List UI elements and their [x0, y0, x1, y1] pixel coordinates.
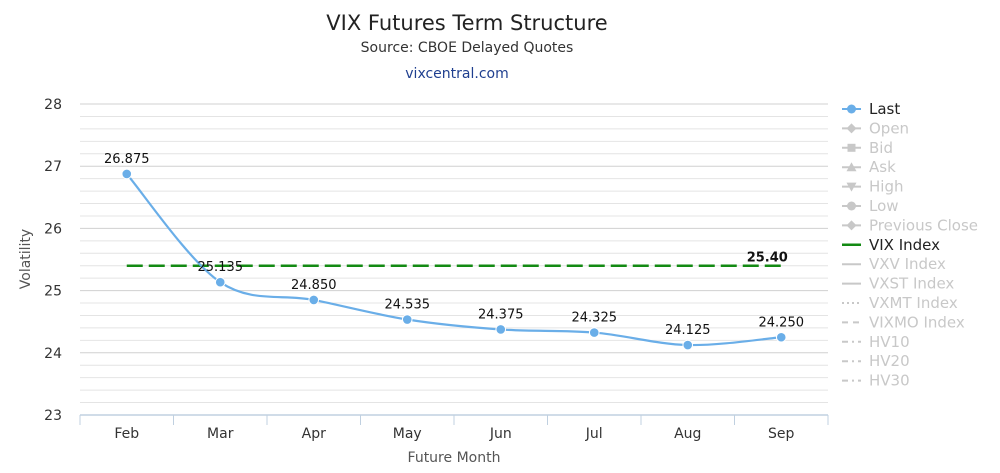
legend-item-vixmo-index[interactable]: VIXMO Index: [842, 313, 965, 331]
legend-triangle-marker: [846, 162, 857, 172]
legend-label: Last: [869, 100, 900, 118]
last-data-point[interactable]: [121, 168, 133, 180]
last-data-label: 24.250: [759, 315, 805, 330]
legend-item-previous-close[interactable]: Previous Close: [842, 216, 978, 234]
y-tick-label: 26: [44, 221, 62, 237]
legend-label: Previous Close: [869, 216, 978, 234]
legend-item-last[interactable]: Last: [842, 100, 900, 118]
legend-item-hv30[interactable]: HV30: [842, 372, 910, 390]
legend-label: VIXMO Index: [869, 313, 965, 331]
last-data-point[interactable]: [214, 276, 226, 288]
credit-link[interactable]: vixcentral.com: [405, 66, 508, 82]
last-data-label: 24.850: [291, 278, 337, 293]
vix-index-label: 25.40: [747, 251, 788, 266]
legend-item-low[interactable]: Low: [842, 197, 899, 215]
legend-item-open[interactable]: Open: [842, 119, 909, 137]
legend-circle-marker: [847, 201, 856, 211]
legend-square-marker: [847, 143, 856, 152]
last-data-point[interactable]: [775, 331, 787, 343]
y-tick-label: 23: [44, 408, 62, 424]
legend-label: VXV Index: [869, 255, 946, 273]
x-tick-label: Sep: [768, 426, 795, 442]
legend-label: High: [869, 178, 903, 196]
y-tick-label: 24: [44, 346, 62, 362]
y-axis-title: Volatility: [18, 229, 34, 289]
last-data-label: 24.325: [572, 311, 618, 326]
legend-label: Bid: [869, 139, 893, 157]
legend-label: HV10: [869, 333, 910, 351]
legend-label: VXMT Index: [869, 294, 958, 312]
legend-item-hv20[interactable]: HV20: [842, 352, 910, 370]
grid-lines: [80, 103, 828, 416]
legend-diamond-marker: [846, 220, 857, 231]
x-tick-label: Mar: [207, 426, 234, 442]
last-series: 26.875 25.135 24.850 24.535 24.375 24.325 24.1…: [104, 152, 805, 351]
legend-label: HV20: [869, 352, 910, 370]
legend-circle-marker: [847, 104, 856, 114]
x-tick-label: May: [393, 426, 422, 442]
legend-item-vxv-index[interactable]: VXV Index: [842, 255, 946, 273]
legend-triangle-down-marker: [846, 182, 857, 192]
x-tick-label: Feb: [114, 426, 139, 442]
legend-label: VXST Index: [869, 275, 954, 293]
legend-item-ask[interactable]: Ask: [842, 158, 896, 176]
x-tick-label: Apr: [302, 426, 326, 442]
legend-label: Ask: [869, 158, 896, 176]
last-data-label: 24.125: [665, 323, 711, 338]
y-tick-label: 28: [44, 97, 62, 113]
chart-title: VIX Futures Term Structure: [326, 11, 607, 35]
last-data-label: 24.375: [478, 307, 524, 322]
y-tick-label: 25: [44, 284, 62, 300]
legend-item-high[interactable]: High: [842, 178, 903, 196]
legend-label: Open: [869, 119, 909, 137]
last-data-point[interactable]: [495, 324, 507, 335]
y-tick-label: 27: [44, 159, 62, 175]
last-data-point[interactable]: [401, 314, 413, 325]
legend-label: Low: [869, 197, 899, 215]
vix-index-series: 25.40: [126, 251, 788, 267]
legend-diamond-marker: [846, 123, 857, 134]
x-tick-label: Jul: [585, 426, 603, 442]
x-axis: Feb Mar Apr May Jun Jul Aug Sep: [79, 414, 829, 442]
last-data-point[interactable]: [588, 327, 600, 338]
x-tick-label: Jun: [489, 426, 512, 442]
legend-label: VIX Index: [869, 236, 940, 254]
legend-label: HV30: [869, 372, 910, 390]
last-data-label: 26.875: [104, 152, 150, 167]
x-axis-title: Future Month: [408, 450, 501, 466]
last-data-label: 25.135: [198, 260, 244, 275]
last-data-point[interactable]: [308, 294, 320, 306]
legend-item-bid[interactable]: Bid: [842, 139, 893, 157]
last-data-point[interactable]: [682, 339, 694, 351]
chart-subtitle: Source: CBOE Delayed Quotes: [361, 40, 574, 56]
last-data-label: 24.535: [385, 298, 431, 313]
y-axis-ticks: 23 24 25 26 27 28: [44, 97, 62, 424]
legend-item-vix-index[interactable]: VIX Index: [842, 236, 940, 254]
x-tick-label: Aug: [674, 426, 701, 442]
legend-item-vxmt-index[interactable]: VXMT Index: [842, 294, 958, 312]
legend-item-hv10[interactable]: HV10: [842, 333, 910, 351]
legend-item-vxst-index[interactable]: VXST Index: [842, 275, 954, 293]
